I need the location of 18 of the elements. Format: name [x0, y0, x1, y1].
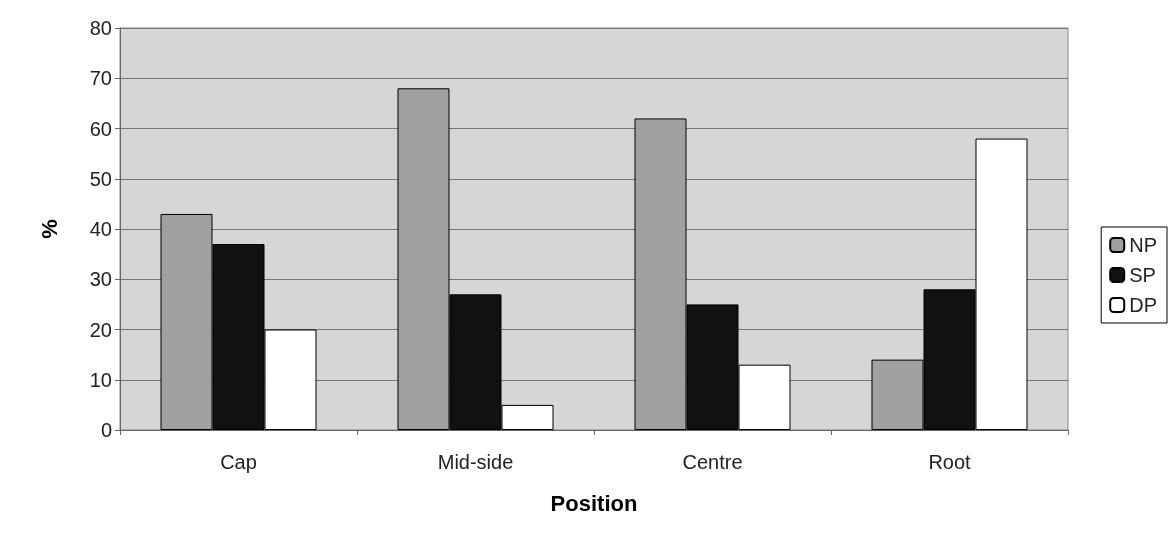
x-axis-title: Position	[550, 490, 638, 516]
y-tick-label: 50	[89, 167, 112, 190]
y-tick-label: 60	[89, 117, 112, 140]
x-tick-label: Mid-side	[437, 451, 514, 473]
x-tick-label: Root	[928, 451, 972, 473]
legend-label: NP	[1129, 234, 1158, 256]
y-tick-label: 0	[100, 419, 112, 441]
y-tick-label: 20	[89, 318, 112, 341]
y-tick-label: 80	[89, 17, 112, 39]
x-tick-label: Cap	[220, 451, 257, 473]
y-axis-title: %	[36, 219, 62, 239]
y-tick-label: 70	[89, 67, 112, 90]
y-tick-label: 10	[89, 368, 112, 391]
legend-label: SP	[1129, 264, 1156, 286]
legend-label: DP	[1129, 294, 1158, 316]
y-tick-label: 30	[89, 268, 112, 291]
x-tick-label: Centre	[682, 451, 743, 473]
y-tick-label: 40	[89, 218, 112, 240]
